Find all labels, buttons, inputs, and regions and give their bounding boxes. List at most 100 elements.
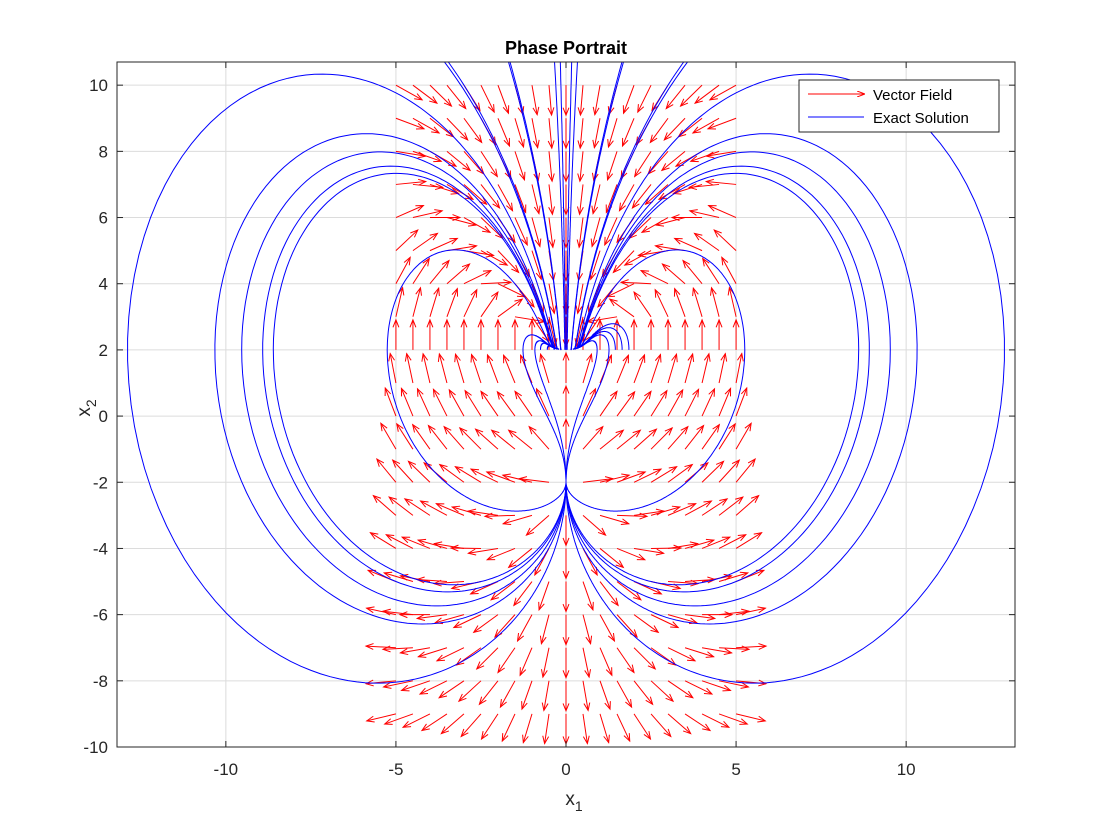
vector-arrow [667, 388, 684, 417]
vector-arrow [715, 318, 723, 350]
vector-arrow [411, 746, 413, 747]
vector-arrow [670, 214, 703, 221]
vector-arrow [650, 426, 674, 450]
vector-arrow [458, 426, 482, 450]
vector-arrow [395, 204, 425, 218]
vector-arrow [463, 288, 478, 318]
vector-arrow [446, 184, 475, 200]
solution-curve [497, 151, 559, 350]
y-tick-label: -2 [93, 473, 108, 492]
vector-arrow [718, 459, 741, 483]
vector-arrow [497, 84, 510, 115]
vector-arrow [600, 746, 601, 747]
vector-arrow [400, 680, 431, 692]
vector-arrow [446, 287, 459, 317]
vector-arrow [582, 614, 593, 645]
vector-arrow [735, 606, 767, 616]
vector-arrow [416, 538, 448, 549]
vector-arrow [547, 85, 555, 117]
vector-arrow [736, 643, 768, 650]
vector-arrow [463, 184, 488, 206]
vector-arrow [684, 424, 705, 450]
vector-arrow [599, 680, 611, 711]
vector-arrow [562, 118, 570, 150]
vector-arrow [395, 286, 405, 317]
vector-arrow [702, 746, 703, 747]
vector-arrow [735, 458, 756, 483]
vector-arrow [497, 746, 498, 747]
y-axis-label: x2 [74, 399, 99, 417]
solution-curve [566, 85, 577, 350]
vector-arrow [667, 713, 692, 735]
y-tick-label: 4 [99, 275, 108, 294]
vector-arrow [577, 118, 585, 150]
vector-arrow [633, 290, 652, 318]
vector-arrow [649, 117, 669, 144]
solution-curve [667, 62, 685, 86]
vector-arrow [735, 386, 748, 417]
vector-arrow [427, 424, 448, 450]
vector-arrow [713, 229, 737, 251]
vector-arrow [617, 746, 618, 747]
vector-arrow [616, 680, 633, 709]
vector-arrow [446, 263, 471, 285]
vector-arrow [460, 318, 468, 350]
vector-arrow [718, 352, 728, 384]
vector-arrow [497, 298, 524, 318]
vector-arrow [437, 352, 448, 384]
solution-curve [509, 62, 533, 152]
solution-curve [553, 347, 559, 350]
vector-arrow [718, 680, 750, 689]
vector-arrow [381, 645, 413, 653]
vector-field [364, 84, 768, 747]
vector-arrow [514, 118, 525, 149]
vector-arrow [682, 259, 703, 285]
vector-arrow [599, 514, 631, 526]
vector-arrow [693, 84, 720, 104]
vector-arrow [684, 500, 713, 516]
vector-arrow [418, 680, 448, 695]
vector-arrow [599, 390, 618, 417]
vector-arrow [668, 746, 669, 747]
vector-arrow [480, 713, 499, 741]
vector-arrow [633, 713, 652, 741]
vector-arrow [511, 318, 519, 350]
vector-arrow [650, 505, 682, 516]
vector-arrow [398, 611, 430, 619]
vector-arrow [667, 647, 697, 662]
vector-arrow [679, 84, 703, 108]
vector-arrow [647, 318, 655, 350]
vector-arrow [562, 151, 570, 183]
vector-arrow [735, 532, 763, 549]
vector-arrow [531, 118, 540, 150]
vector-arrow [689, 150, 720, 163]
vector-arrow [651, 746, 652, 747]
vector-arrow [718, 496, 744, 516]
solution-curve [559, 62, 562, 86]
vector-arrow [736, 746, 738, 747]
vector-arrow [660, 150, 686, 172]
vector-arrow [513, 581, 533, 607]
vector-arrow [633, 508, 666, 516]
vector-arrow [490, 581, 516, 601]
vector-arrow [385, 534, 414, 549]
vector-arrow [388, 496, 414, 516]
vector-arrow [548, 283, 557, 315]
vector-arrow [382, 680, 414, 689]
vector-arrow [477, 318, 485, 350]
vector-arrow [517, 476, 550, 483]
vector-arrow [718, 387, 732, 417]
vector-arrow [701, 460, 725, 483]
vector-arrow [452, 614, 482, 629]
vector-arrow [365, 713, 397, 723]
vector-arrow [692, 286, 703, 317]
vector-arrow [547, 118, 555, 150]
vector-arrow [616, 429, 642, 450]
solution-curve [565, 249, 746, 512]
solution-curve [508, 62, 516, 86]
y-axis-label-base: x [74, 407, 95, 417]
vector-arrow [501, 514, 533, 526]
vector-arrow [494, 318, 502, 350]
vector-arrow [463, 270, 493, 285]
